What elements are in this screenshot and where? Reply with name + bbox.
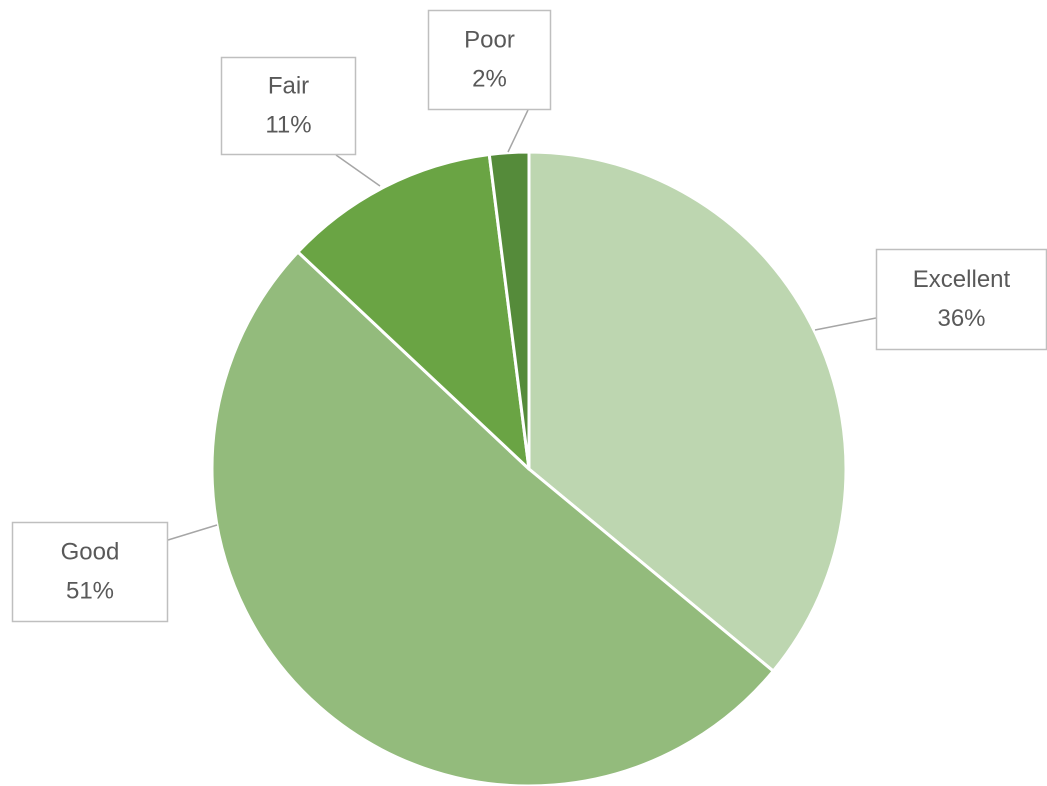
value-label: 36% xyxy=(937,305,985,332)
pie-slice xyxy=(210,250,775,786)
label-box xyxy=(11,521,169,623)
value-label: 11% xyxy=(265,111,311,138)
label-box xyxy=(220,56,357,156)
category-label: Excellent xyxy=(913,266,1011,293)
pie-slice xyxy=(487,150,531,471)
leader-line xyxy=(814,317,877,331)
leader-line xyxy=(335,154,381,187)
category-label: Good xyxy=(61,538,120,565)
pie-slice xyxy=(296,153,531,471)
leader-line xyxy=(167,524,218,541)
leader-line xyxy=(507,109,529,153)
label-box xyxy=(427,9,552,111)
value-label: 2% xyxy=(472,65,507,92)
category-label: Fair xyxy=(268,72,309,99)
label-box xyxy=(875,248,1047,351)
value-label: 51% xyxy=(66,577,114,604)
pie-slice xyxy=(527,150,848,673)
category-label: Poor xyxy=(464,26,515,53)
